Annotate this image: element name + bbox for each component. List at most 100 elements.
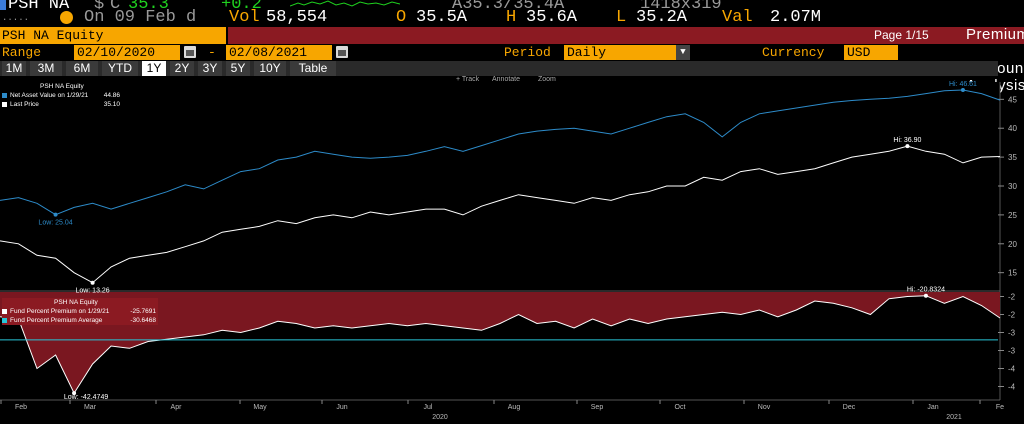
nav-low-label: Low: 25.04: [38, 220, 72, 227]
currency-field[interactable]: USD: [844, 45, 898, 60]
y-tick-label: -3: [1008, 347, 1016, 356]
legend-premium-label: Fund Percent Premium on 1/29/21: [10, 308, 110, 315]
legend-nav-value: 44.86: [103, 92, 120, 99]
function-header: PSH NA Equity Page 1/15 Premium / Discou…: [0, 26, 1024, 94]
nav-high-marker: [960, 88, 965, 93]
x-tick-label: Jul: [424, 404, 433, 411]
zoom-button[interactable]: Zoom: [538, 76, 556, 83]
y-tick-label: -4: [1008, 383, 1016, 392]
period-dropdown[interactable]: Daily: [564, 45, 676, 60]
x-tick-label: Aug: [508, 404, 521, 411]
ticker-symbol[interactable]: PSH NA: [8, 0, 70, 14]
price-line: [0, 145, 1001, 284]
bottom-legend: PSH NA Equity Fund Percent Premium on 1/…: [2, 298, 158, 325]
premium-line: [0, 295, 1001, 395]
y-tick-label: 15: [1008, 269, 1017, 278]
dots-indicator: .....: [2, 13, 30, 23]
legend-title: PSH NA Equity: [54, 299, 98, 306]
y-tick-label: 35: [1008, 153, 1017, 162]
nav-high-label: Hi: 46.61: [949, 81, 977, 88]
calendar-icon[interactable]: [336, 46, 348, 58]
y-tick-label: 25: [1008, 211, 1017, 220]
tab-2y[interactable]: 2Y: [170, 61, 194, 76]
legend-average-label: Fund Percent Premium Average: [10, 317, 103, 324]
tab-ytd[interactable]: YTD: [102, 61, 138, 76]
price-high-marker: [905, 144, 910, 149]
top-legend: PSH NA Equity Net Asset Value on 1/29/21…: [2, 82, 122, 109]
currency-label: Currency: [762, 45, 825, 60]
annotate-button[interactable]: Annotate: [492, 76, 521, 83]
high-label: H: [506, 8, 517, 27]
x-tick-label: Oct: [675, 404, 686, 411]
low-value: 35.2A: [636, 8, 688, 27]
range-dash: -: [208, 45, 216, 60]
price-chart[interactable]: 45 40 35 30 25 20 15 -2 -2 -3 -3 -4 -4 Low: 25.04 Hi: …: [0, 76, 1024, 424]
tab-5y[interactable]: 5Y: [226, 61, 250, 76]
page-indicator: Page 1/15: [874, 28, 929, 42]
premium-low-marker: [72, 391, 77, 396]
premium-area: [0, 292, 1000, 394]
y-tick-label: -4: [1008, 365, 1016, 374]
legend-nav-label: Net Asset Value on 1/29/21: [10, 92, 89, 99]
price-high-label: Hi: 36.90: [893, 137, 921, 144]
premium-high-label: Hi: -20.8324: [907, 287, 945, 294]
x-tick-label: Apr: [171, 404, 183, 411]
x-tick-label: Nov: [758, 404, 771, 411]
premium-low-label: Low: -42.4749: [64, 394, 108, 401]
tab-3m[interactable]: 3M: [30, 61, 62, 76]
header-title-bar: Page 1/15 Premium / Discount Analysis: [228, 26, 1024, 94]
legend-title: PSH NA Equity: [40, 83, 84, 90]
last-price: 35.3: [128, 0, 169, 14]
legend-swatch: [2, 101, 7, 107]
legend-swatch: [2, 308, 7, 314]
x-tick-label: Mar: [84, 404, 97, 411]
start-date-field[interactable]: 02/10/2020: [74, 45, 180, 60]
legend-average-value: -30.6468: [130, 317, 156, 324]
tab-6m[interactable]: 6M: [66, 61, 98, 76]
open-label: O: [396, 8, 407, 27]
tab-table[interactable]: Table: [290, 61, 336, 76]
open-value: 35.5A: [416, 8, 468, 27]
x-tick-label: May: [253, 404, 267, 411]
nav-low-marker: [53, 212, 58, 217]
x-tick-label: Sep: [591, 404, 604, 411]
legend-price-value: 35.10: [103, 101, 120, 108]
sparkline-icon: [290, 0, 400, 7]
tab-1m[interactable]: 1M: [2, 61, 26, 76]
low-label: L: [616, 8, 627, 27]
y-tick-label: 20: [1008, 240, 1017, 249]
trade-date: On 09 Feb d: [84, 8, 197, 27]
tab-10y[interactable]: 10Y: [254, 61, 286, 76]
volume-value: 58,554: [266, 8, 328, 27]
x-tick-label: Jun: [336, 404, 347, 411]
track-button[interactable]: + Track: [456, 76, 480, 83]
parameter-row: Range 02/10/2020 - 02/08/2021 Period Dai…: [0, 44, 1024, 61]
legend-premium-value: -25.7691: [130, 308, 156, 315]
x-tick-label: Fe: [996, 404, 1004, 411]
x-year-label: 2020: [432, 414, 448, 421]
end-date-field[interactable]: 02/08/2021: [226, 45, 332, 60]
price-low-marker: [90, 280, 95, 285]
currency-symbol: $: [94, 0, 105, 14]
security-field[interactable]: PSH NA Equity: [0, 27, 226, 44]
y-tick-label: -3: [1008, 329, 1016, 338]
volume-label: Vol: [229, 8, 260, 27]
val-label: Val: [722, 8, 753, 27]
tab-3y[interactable]: 3Y: [198, 61, 222, 76]
price-low-label: Low: 13.26: [75, 288, 109, 295]
chevron-down-icon[interactable]: ▼: [676, 45, 690, 60]
x-year-label: 2021: [946, 414, 962, 421]
calendar-icon[interactable]: [184, 46, 196, 58]
y-tick-label: 45: [1008, 95, 1017, 104]
tab-1y[interactable]: 1Y: [142, 61, 166, 76]
bid-ask: A35.3/35.4A: [452, 0, 565, 14]
top-panel-bg: [0, 82, 1000, 290]
y-tick-label: 40: [1008, 124, 1017, 133]
security-marker: [0, 0, 6, 10]
y-tick-label: 30: [1008, 182, 1017, 191]
high-value: 35.6A: [526, 8, 578, 27]
y-tick-label: -2: [1008, 293, 1016, 302]
val-value: 2.07M: [770, 8, 822, 27]
x-tick-label: Feb: [15, 404, 27, 411]
y-tick-label: -2: [1008, 311, 1016, 320]
